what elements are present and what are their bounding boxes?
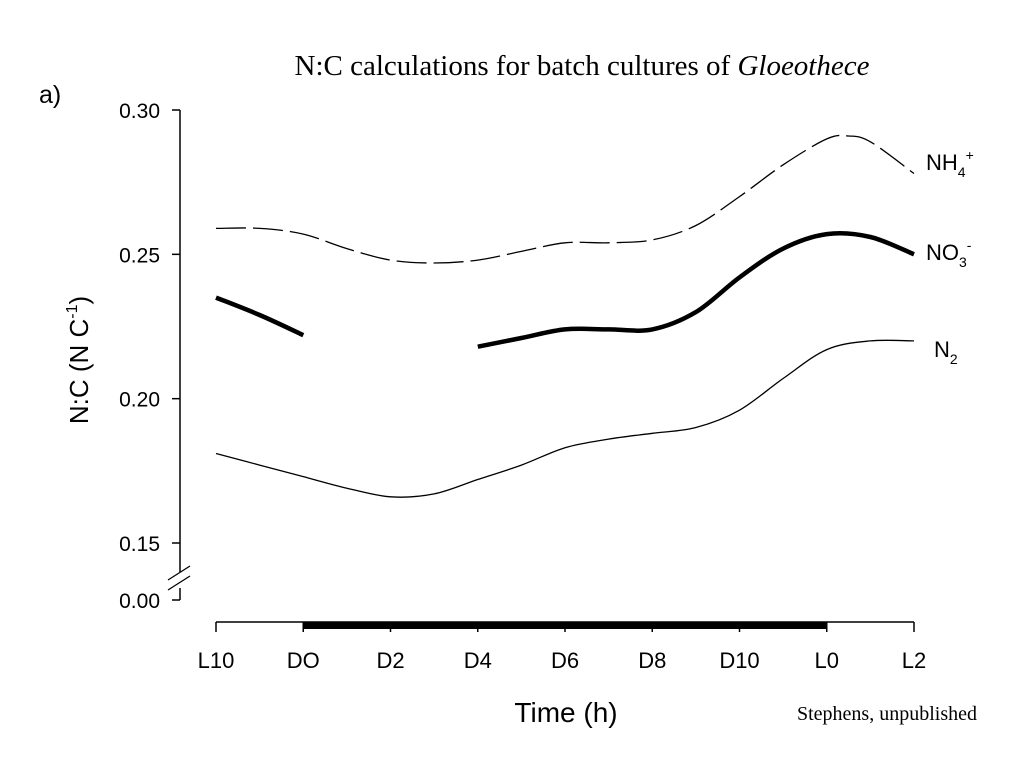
series-label-sup: + bbox=[966, 147, 974, 163]
y-tick-label: 0.20 bbox=[119, 389, 160, 412]
series-label-sub: 4 bbox=[958, 164, 966, 180]
y-tick-label-zero: 0.00 bbox=[119, 590, 160, 613]
x-axis-label: Time (h) bbox=[514, 697, 617, 728]
panel-label: a) bbox=[39, 81, 61, 109]
series-label-base: NH bbox=[926, 150, 958, 175]
series-label: NH4+ bbox=[926, 147, 974, 180]
y-tick-label: 0.15 bbox=[119, 533, 160, 556]
x-tick-label: D4 bbox=[464, 648, 492, 673]
y-axis-label-end: ) bbox=[64, 296, 94, 305]
y-axis-label: N:C (N C-1) bbox=[64, 296, 94, 424]
x-ticks: L10 DO D2 D4 D6 D8 D10 L0 L2 bbox=[198, 622, 926, 673]
x-tick-label: D2 bbox=[376, 648, 404, 673]
x-tick-label: DO bbox=[287, 648, 320, 673]
series-line bbox=[215, 134, 915, 264]
x-tick-label: L2 bbox=[902, 648, 926, 673]
y-axis-label-sup: -1 bbox=[64, 304, 81, 318]
series-label-base: NO bbox=[926, 240, 959, 265]
x-tick-label: L10 bbox=[198, 648, 235, 673]
y-tick-label: 0.25 bbox=[119, 244, 160, 267]
x-tick-label: L0 bbox=[815, 648, 839, 673]
series-layer bbox=[215, 134, 915, 498]
series-labels: NH4+ NO3- N2 bbox=[926, 147, 974, 367]
series-label-sub: 2 bbox=[950, 351, 958, 367]
series-line bbox=[215, 295, 305, 338]
series-label: N2 bbox=[934, 337, 958, 367]
series-label-sub: 3 bbox=[959, 254, 967, 270]
y-tick-label: 0.30 bbox=[119, 100, 160, 123]
credit-note: Stephens, unpublished bbox=[797, 703, 977, 725]
series-line bbox=[215, 339, 915, 498]
x-tick-label: D10 bbox=[719, 648, 759, 673]
y-axis-break-icon bbox=[167, 565, 191, 591]
x-tick-label: D8 bbox=[638, 648, 666, 673]
series-label: NO3- bbox=[926, 237, 972, 270]
y-axis-label-base: N:C (N C bbox=[64, 319, 94, 424]
y-ticks: 0.30 0.25 0.20 0.15 bbox=[119, 100, 180, 556]
chart-title-prefix: N:C calculations for batch cultures of bbox=[295, 50, 738, 82]
series-label-base: N bbox=[934, 337, 950, 362]
x-tick-label: D6 bbox=[551, 648, 579, 673]
series-label-sup: - bbox=[967, 237, 972, 253]
series-line bbox=[477, 231, 915, 349]
chart-title: N:C calculations for batch cultures of G… bbox=[295, 50, 870, 82]
chart-title-italic: Gloeothece bbox=[737, 50, 869, 82]
